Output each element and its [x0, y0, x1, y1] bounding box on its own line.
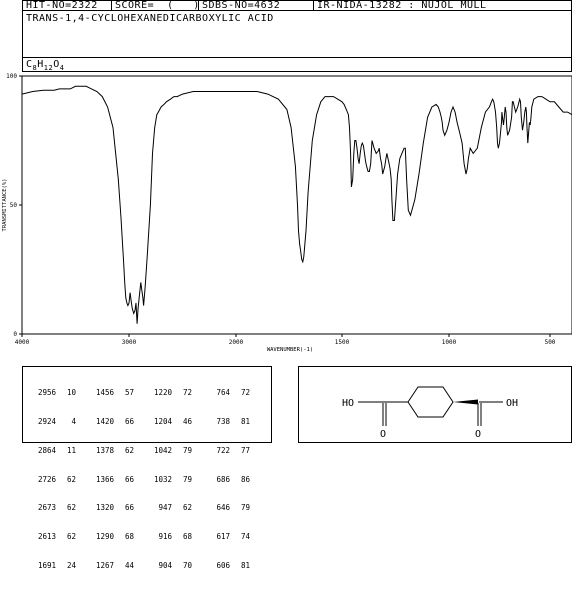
x-tick-label: 1000 — [442, 339, 457, 346]
peak-row: 646 79 — [216, 503, 250, 513]
peak-row: 617 74 — [216, 532, 250, 542]
peak-row: 2956 10 — [37, 388, 76, 398]
formula-c: C — [26, 59, 33, 70]
y-axis-label: TRANSMITTANCE(%) — [2, 179, 8, 232]
x-axis-label: WAVENUMBER(-1) — [267, 347, 313, 353]
y-tick-label: 100 — [6, 73, 17, 80]
peak-row: 916 68 — [158, 532, 192, 542]
peak-row: 1320 66 — [95, 503, 134, 513]
peak-row: 2673 62 — [37, 503, 76, 513]
cyclohexane-ring — [407, 386, 454, 418]
bond-right-ring-wedge — [453, 399, 478, 405]
peak-row: 1691 24 — [37, 560, 76, 570]
peak-row: 1042 79 — [153, 445, 192, 455]
peak-row: 1204 46 — [153, 416, 192, 426]
peak-row: 2613 62 — [37, 532, 76, 542]
peak-row: 1420 66 — [95, 416, 134, 426]
series-line-transmittance — [21, 85, 572, 324]
peak-row: 1267 44 — [95, 560, 134, 570]
peak-row: 686 86 — [216, 474, 250, 484]
peak-row: 1456 57 — [95, 388, 134, 398]
peak-row: 2864 11 — [37, 445, 76, 455]
peak-row: 1366 66 — [95, 474, 134, 484]
x-tick-label: 2000 — [229, 339, 244, 346]
peak-row: 904 70 — [158, 560, 192, 570]
molecular-formula: C8H12O4 — [26, 59, 64, 72]
peak-row: 2726 62 — [37, 474, 76, 484]
sdbs-number: SDBS-NO=4632 — [202, 0, 281, 11]
peak-column-2: 1456 57 1420 66 1378 62 1366 66 1320 66 1290 6… — [88, 369, 134, 590]
right-carbonyl-o-label: O — [475, 429, 481, 440]
ir-spectrum-chart: 4000 3000 2000 1500 1000 500 0 50 100 WAVENUMBE… — [2, 73, 572, 353]
formula-o-count: 4 — [59, 64, 65, 72]
x-tick-label: 4000 — [15, 339, 30, 346]
left-carbonyl-o-label: O — [380, 429, 386, 440]
chemical-structure: HO O OH O — [342, 386, 518, 440]
header-divider-col3 — [313, 0, 314, 11]
header-divider-row — [22, 10, 572, 11]
right-hydroxyl-label: OH — [506, 398, 518, 409]
score: SCORE= ( ) — [115, 0, 200, 11]
y-axis-ticks: 0 50 100 — [6, 73, 22, 338]
x-tick-label: 3000 — [122, 339, 137, 346]
x-axis-ticks: 4000 3000 2000 1500 1000 500 — [15, 334, 556, 346]
header-divider-col1 — [111, 0, 112, 11]
peak-column-4: 764 72 738 81 722 77 686 86 646 79 617 74 606 8… — [204, 369, 250, 590]
peak-row: 722 77 — [216, 445, 250, 455]
hit-number: HIT-NO=2322 — [26, 0, 98, 11]
ir-info: IR-NIDA-13282 : NUJOL MULL — [317, 0, 487, 11]
peak-column-3: 1220 72 1204 46 1042 79 1032 79 947 62 916 68 … — [146, 369, 192, 590]
formula-c-count: 8 — [32, 64, 38, 72]
formula-o: O — [53, 59, 60, 70]
left-hydroxyl-label: HO — [342, 398, 354, 409]
formula-h-count: 12 — [43, 64, 54, 72]
peak-row: 1032 79 — [153, 474, 192, 484]
formula-h: H — [37, 59, 44, 70]
peak-row: 947 62 — [158, 503, 192, 513]
peak-column-1: 2956 10 2924 4 2864 11 2726 62 2673 62 2613 62… — [30, 369, 76, 590]
compound-name: TRANS-1,4-CYCLOHEXANEDICARBOXYLIC ACID — [26, 13, 274, 24]
peak-row: 1378 62 — [95, 445, 134, 455]
y-tick-label: 50 — [10, 202, 18, 209]
peak-row: 606 81 — [216, 560, 250, 570]
x-tick-label: 500 — [545, 339, 556, 346]
peak-row: 738 81 — [216, 416, 250, 426]
x-tick-label: 1500 — [335, 339, 350, 346]
header-divider-row2 — [22, 57, 572, 58]
peak-row: 1220 72 — [153, 388, 192, 398]
peak-row: 764 72 — [216, 388, 250, 398]
peak-row: 2924 4 — [37, 416, 76, 426]
header-divider-col2 — [198, 0, 199, 11]
peak-row: 1290 68 — [95, 532, 134, 542]
y-tick-label: 0 — [13, 331, 17, 338]
